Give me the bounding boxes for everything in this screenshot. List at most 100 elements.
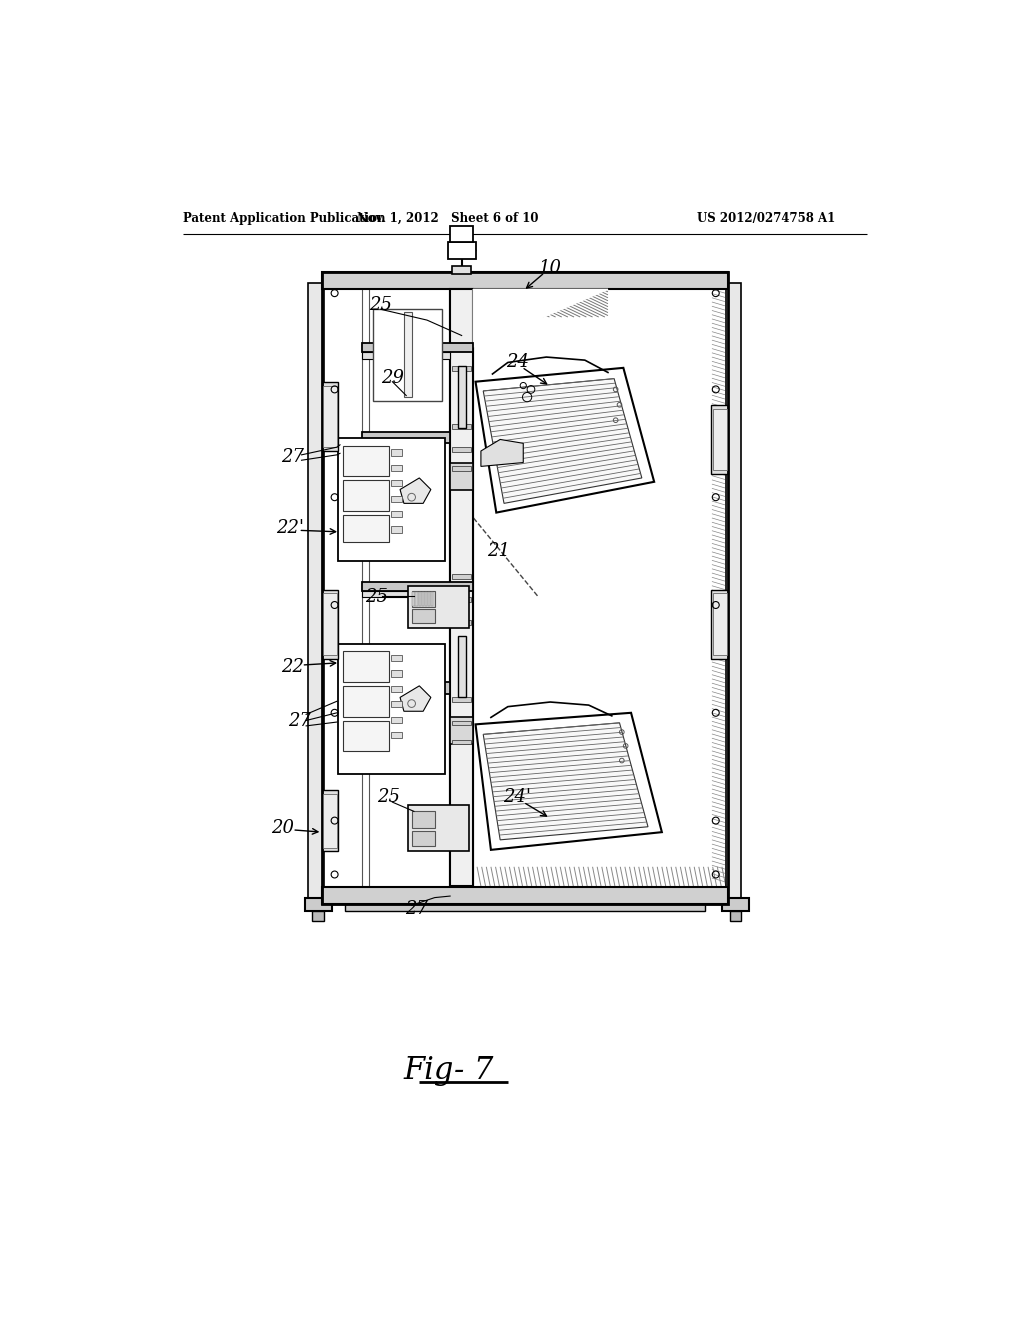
Bar <box>425 591 427 606</box>
Bar <box>453 447 471 451</box>
Bar <box>343 446 389 477</box>
Bar <box>361 343 473 352</box>
Text: 25: 25 <box>366 589 388 606</box>
Bar <box>391 733 402 738</box>
Bar <box>453 597 471 602</box>
Bar <box>391 480 402 487</box>
Bar <box>422 591 424 606</box>
Bar <box>453 620 471 626</box>
Bar <box>391 465 402 471</box>
Polygon shape <box>400 478 431 503</box>
Bar <box>391 717 402 723</box>
Bar <box>391 686 402 692</box>
Polygon shape <box>473 289 608 347</box>
Bar <box>412 609 435 623</box>
Bar <box>412 591 435 607</box>
Bar <box>453 466 471 471</box>
Bar <box>322 381 339 451</box>
Bar <box>373 309 442 401</box>
Bar <box>403 313 412 397</box>
Bar <box>391 496 402 502</box>
Text: 24: 24 <box>507 354 529 371</box>
Text: 27: 27 <box>406 900 428 919</box>
Text: US 2012/0274758 A1: US 2012/0274758 A1 <box>696 213 835 224</box>
Bar <box>428 591 430 606</box>
Text: 21: 21 <box>487 543 510 560</box>
Bar <box>711 590 728 659</box>
Bar <box>711 405 728 474</box>
Bar <box>447 242 475 259</box>
Bar <box>304 898 332 911</box>
Text: 25: 25 <box>377 788 400 807</box>
Text: 22: 22 <box>281 657 304 676</box>
Bar <box>339 644 444 775</box>
Bar <box>453 721 471 725</box>
Text: Nov. 1, 2012   Sheet 6 of 10: Nov. 1, 2012 Sheet 6 of 10 <box>357 213 539 224</box>
Text: 25: 25 <box>370 296 392 314</box>
Bar <box>323 793 337 847</box>
Bar <box>408 805 469 851</box>
Bar <box>361 591 451 598</box>
Polygon shape <box>400 686 431 711</box>
Text: 10: 10 <box>539 259 562 277</box>
Bar <box>343 686 389 717</box>
Text: - 7: - 7 <box>454 1056 494 1086</box>
Bar <box>451 289 473 886</box>
Bar <box>451 226 473 242</box>
Bar <box>339 438 444 561</box>
Bar <box>391 701 402 708</box>
Bar <box>391 450 402 455</box>
Text: 27: 27 <box>289 711 311 730</box>
Bar <box>391 527 402 533</box>
Bar <box>361 582 473 591</box>
Bar <box>451 717 473 743</box>
Bar <box>453 267 471 275</box>
Bar <box>322 272 728 904</box>
Bar <box>361 682 451 693</box>
Text: Patent Application Publication: Patent Application Publication <box>183 213 385 224</box>
Bar <box>343 651 389 682</box>
Bar <box>453 697 471 702</box>
Bar <box>453 367 471 371</box>
Bar <box>312 911 324 921</box>
Text: 24': 24' <box>503 788 531 807</box>
Bar <box>345 904 705 911</box>
Bar <box>343 721 389 751</box>
Bar <box>323 594 337 655</box>
Bar <box>408 586 469 628</box>
Bar <box>453 574 471 579</box>
Polygon shape <box>483 379 642 503</box>
Bar <box>458 367 466 428</box>
Bar <box>726 284 741 898</box>
Bar <box>391 671 402 677</box>
Bar <box>343 515 389 543</box>
Polygon shape <box>475 368 654 512</box>
Bar <box>730 911 741 921</box>
Bar <box>431 591 433 606</box>
Bar <box>322 272 728 289</box>
Bar <box>361 432 451 444</box>
Polygon shape <box>483 723 648 840</box>
Bar <box>412 812 435 829</box>
Text: 27: 27 <box>281 449 304 466</box>
Bar <box>458 636 466 697</box>
Bar <box>419 591 421 606</box>
Bar <box>343 480 389 511</box>
Bar <box>413 591 415 606</box>
Bar <box>453 424 471 429</box>
Bar <box>416 591 418 606</box>
Bar <box>361 352 451 359</box>
Text: 20: 20 <box>271 820 295 837</box>
Bar <box>391 655 402 661</box>
Bar <box>322 887 728 904</box>
Bar <box>323 385 337 447</box>
Bar <box>322 789 339 851</box>
Bar <box>451 462 473 490</box>
Bar <box>412 830 435 846</box>
Bar <box>391 511 402 517</box>
Bar <box>722 898 749 911</box>
Polygon shape <box>475 713 662 850</box>
Bar <box>713 594 727 655</box>
Text: Fig: Fig <box>403 1056 454 1086</box>
Bar <box>308 284 324 898</box>
